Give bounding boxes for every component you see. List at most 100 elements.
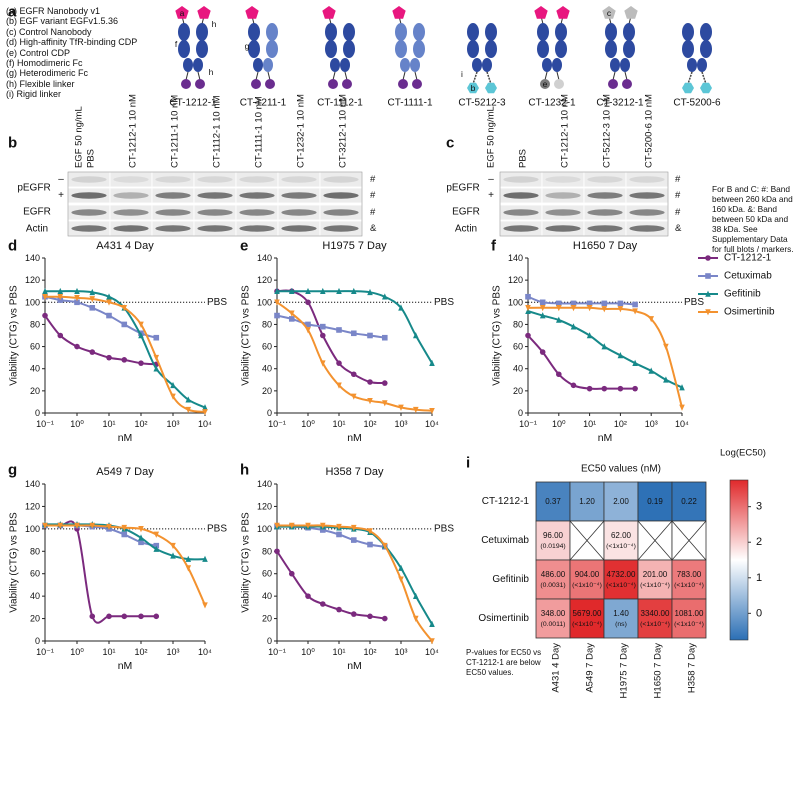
p-value: (0.0011) <box>541 621 566 628</box>
rigid-linker <box>486 71 492 85</box>
y-tick-label: 60 <box>513 342 523 352</box>
data-point <box>153 334 160 341</box>
arm-domain <box>537 23 549 41</box>
blot-band <box>503 225 539 232</box>
data-point <box>617 352 624 359</box>
x-tick-label: 10⁰ <box>552 419 566 429</box>
reference-label: PBS <box>207 297 227 308</box>
construct-name: CT-1111-1 <box>387 98 432 109</box>
data-point <box>74 522 80 529</box>
data-point <box>42 287 48 295</box>
arm-domain <box>343 23 355 41</box>
cross <box>569 520 605 561</box>
data-point <box>586 385 593 392</box>
lane-label: CT-1111-1 10 nM <box>254 96 265 168</box>
size-marker: & <box>370 223 377 234</box>
arm-domain <box>343 40 355 58</box>
panel-label: i <box>466 455 470 472</box>
panel-label: e <box>240 238 248 255</box>
data-point <box>556 305 562 312</box>
data-point <box>586 332 593 339</box>
ec50-value: 0.22 <box>681 497 697 506</box>
data-point <box>632 385 638 392</box>
data-point <box>350 371 357 378</box>
lane-label: CT-1211-1 10 nM <box>170 95 181 168</box>
blot-band <box>281 209 317 216</box>
data-point <box>319 601 326 607</box>
ec50-value: 0.37 <box>545 497 561 506</box>
data-point <box>89 349 96 355</box>
blot-band <box>155 176 191 183</box>
p-value: (<1x10⁻⁴) <box>674 582 704 589</box>
y-tick-label: 0 <box>35 408 40 418</box>
arm-domain <box>555 40 567 58</box>
construct-name: CT-1212-1 <box>169 98 217 109</box>
cargo <box>181 79 191 89</box>
reference-label: PBS <box>207 523 227 534</box>
data-point <box>705 309 711 316</box>
fc-domain <box>340 58 350 72</box>
fc-domain <box>193 58 203 72</box>
data-point <box>74 299 80 306</box>
construct-legend-item: (a) EGFR Nanobody v1 <box>6 6 101 16</box>
data-point <box>556 300 562 307</box>
legend-label: Cetuximab <box>724 271 772 282</box>
construct-name: CT-5212-3 <box>458 98 506 109</box>
heatmap-column-label: H358 7 Day <box>687 643 698 693</box>
ligand <box>322 6 336 19</box>
data-point <box>57 287 64 295</box>
data-point <box>185 565 192 572</box>
x-tick-label: 10⁻¹ <box>268 419 286 429</box>
data-point <box>601 306 608 313</box>
data-point <box>185 555 192 562</box>
data-point <box>632 359 638 366</box>
data-point <box>319 287 326 295</box>
y-tick-label: 100 <box>508 297 523 307</box>
data-point <box>381 293 388 300</box>
y-tick-label: 120 <box>508 275 523 285</box>
data-point <box>288 522 295 529</box>
ec50-value: 3340.00 <box>641 609 670 618</box>
heatmap-cell <box>603 598 639 639</box>
rigid-linker <box>687 71 693 85</box>
data-point <box>89 613 96 620</box>
data-point <box>274 312 280 319</box>
construct-legend: (a) EGFR Nanobody v1 (b) EGF variant EGFv… <box>6 6 156 100</box>
blot-band <box>587 209 623 216</box>
data-point <box>138 539 144 546</box>
data-point <box>367 613 373 620</box>
data-point <box>106 312 112 319</box>
arm-domain <box>682 23 694 41</box>
data-point <box>412 332 419 339</box>
colorbar-label: Log(EC50) <box>720 448 766 459</box>
data-point <box>288 316 295 322</box>
data-point <box>121 531 128 538</box>
y-tick-label: 0 <box>267 636 272 646</box>
heatmap-cell <box>535 520 571 561</box>
reference-label: PBS <box>434 523 454 534</box>
arm-domain <box>623 40 635 58</box>
data-point <box>319 522 326 529</box>
p-value: (0.0194) <box>540 543 565 550</box>
data-point <box>170 393 176 400</box>
construct-name: CT-3212-1 <box>596 98 644 109</box>
heatmap-column-label: A549 7 Day <box>585 643 596 693</box>
data-point <box>170 552 176 559</box>
data-point <box>336 523 342 531</box>
arm-domain <box>485 40 497 58</box>
blot-band <box>197 176 233 183</box>
data-point <box>570 305 577 312</box>
heatmap-row-label: Osimertinib <box>478 613 529 624</box>
data-point <box>138 321 144 328</box>
data-point <box>319 527 326 533</box>
data-point <box>586 300 593 307</box>
blot-band <box>545 192 581 199</box>
panel-label: h <box>240 462 249 479</box>
data-point <box>305 287 311 295</box>
construct-name: CT-5200-6 <box>673 98 721 109</box>
arm-domain <box>196 40 208 58</box>
data-point <box>305 321 311 328</box>
x-tick-label: 10³ <box>166 647 179 657</box>
arm-domain <box>467 40 479 58</box>
diagram-letter: e <box>543 79 548 89</box>
